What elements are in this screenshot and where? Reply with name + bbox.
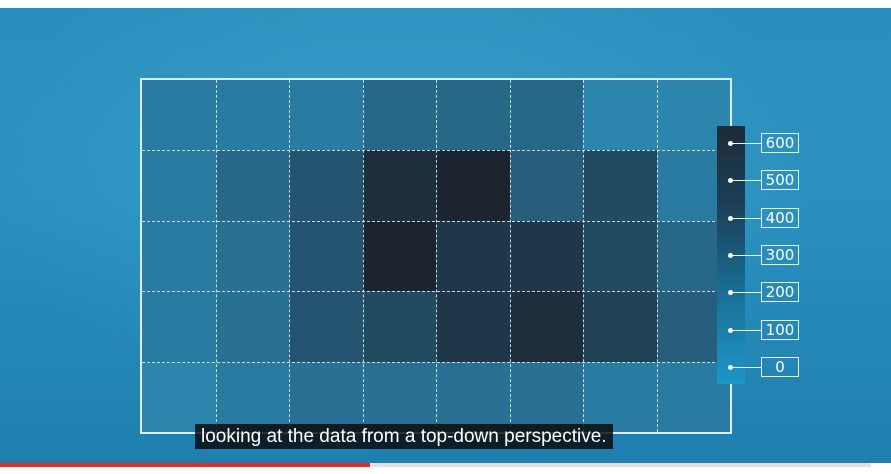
colorbar-tick-dot <box>728 365 733 370</box>
heatmap-cell <box>583 361 657 432</box>
progress-bar-played <box>0 463 371 467</box>
player-controls-area <box>0 463 891 474</box>
grid-line-vertical <box>289 80 290 432</box>
grid-line-vertical <box>215 80 217 432</box>
heatmap-cell <box>436 361 510 432</box>
grid-line-vertical <box>656 80 658 432</box>
colorbar-tick-label: 500 <box>761 170 799 191</box>
colorbar-tick-line <box>730 292 762 294</box>
colorbar-tick-dot <box>728 327 733 333</box>
heatmap-cell <box>583 291 657 362</box>
colorbar-tick-label: 200 <box>761 282 799 303</box>
colorbar-tick-line <box>730 255 762 256</box>
heatmap-cell <box>509 80 583 151</box>
colorbar-tick-label: 300 <box>761 245 799 265</box>
colorbar-tick-line <box>730 367 762 368</box>
heatmap-cell <box>362 361 436 432</box>
heatmap-cell <box>289 150 363 221</box>
heatmap-cell <box>289 291 363 362</box>
colorbar-tick-dot <box>728 178 733 184</box>
video-frame[interactable]: 600 500 400 300 200 100 0 looking at the data … <box>0 8 891 463</box>
heatmap-cell <box>436 80 510 151</box>
subtitle-caption: looking at the data from a top-down pers… <box>195 424 613 449</box>
heatmap-cell <box>289 220 363 292</box>
colorbar-tick-label: 0 <box>761 357 799 377</box>
colorbar-tick-dot <box>728 215 733 221</box>
heatmap-cell <box>289 361 363 432</box>
heatmap-cell <box>509 361 583 432</box>
colorbar-tick-dot <box>728 141 733 146</box>
colorbar-tick-label: 100 <box>761 319 799 340</box>
grid-line-vertical <box>362 80 364 432</box>
colorbar-tick-dot <box>728 290 733 296</box>
colorbar-tick-label: 400 <box>761 207 799 228</box>
heatmap-cell <box>215 291 289 362</box>
heatmap-cell <box>142 291 216 362</box>
heatmap-cell <box>215 361 289 432</box>
heatmap-cell <box>436 291 510 362</box>
colorbar-tick-line <box>730 329 762 331</box>
heatmap-cell <box>436 150 510 221</box>
grid-line-horizontal <box>142 291 730 293</box>
grid-line-horizontal <box>142 150 730 152</box>
heatmap-cell <box>362 291 436 362</box>
heatmap-cell <box>583 80 657 151</box>
heatmap-cell <box>362 80 436 151</box>
heatmap-cell <box>362 220 436 292</box>
grid-line-vertical <box>436 80 437 432</box>
heatmap-cell <box>436 220 510 292</box>
heatmap-cell <box>215 150 289 221</box>
colorbar-tick-line <box>730 180 762 182</box>
grid-line-horizontal <box>142 220 730 222</box>
heatmap-cell <box>362 150 436 221</box>
heatmap-cell <box>142 220 216 292</box>
grid-line-vertical <box>583 80 584 432</box>
heatmap-cell <box>509 150 583 221</box>
heatmap-grid <box>140 78 732 434</box>
heatmap-cell <box>215 220 289 292</box>
heatmap-cell <box>509 291 583 362</box>
colorbar-tick-line <box>730 217 762 219</box>
heatmap-cell <box>509 220 583 292</box>
progress-bar[interactable] <box>0 463 871 467</box>
heatmap-cell <box>142 150 216 221</box>
colorbar-tick-label: 600 <box>761 133 799 153</box>
grid-line-horizontal <box>142 361 730 363</box>
heatmap-cell <box>142 80 216 151</box>
heatmap-cell <box>289 80 363 151</box>
colorbar-tick-dot <box>728 253 733 258</box>
heatmap-cell <box>215 80 289 151</box>
heatmap-cell <box>142 361 216 432</box>
colorbar-tick-line <box>730 143 762 144</box>
heatmap-cell <box>583 150 657 221</box>
grid-line-vertical <box>509 80 511 432</box>
heatmap-cell <box>583 220 657 292</box>
